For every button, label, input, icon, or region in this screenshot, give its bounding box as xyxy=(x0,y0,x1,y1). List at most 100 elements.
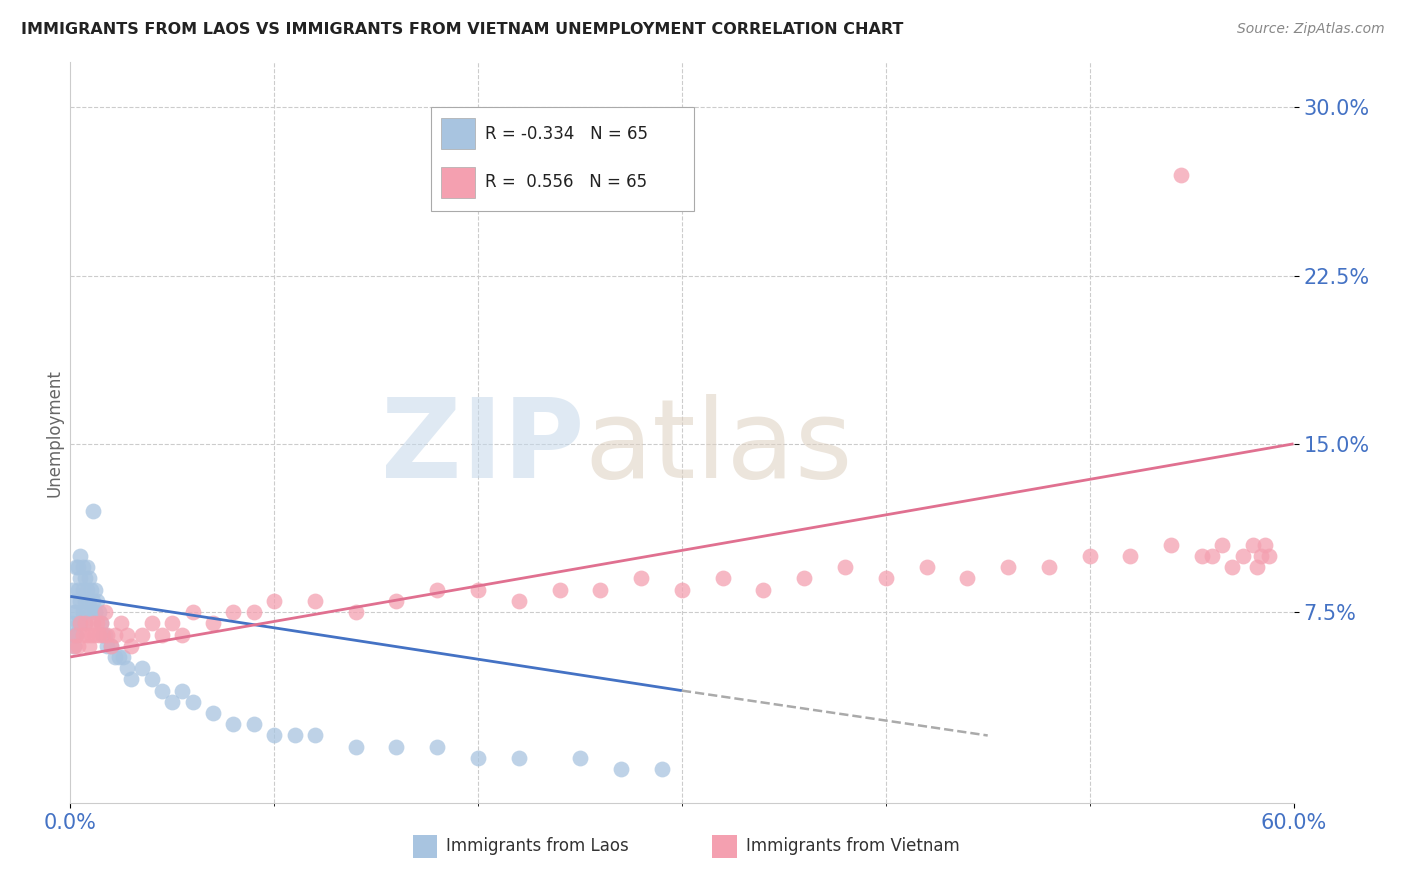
Point xyxy=(263,594,285,608)
Text: IMMIGRANTS FROM LAOS VS IMMIGRANTS FROM VIETNAM UNEMPLOYMENT CORRELATION CHART: IMMIGRANTS FROM LAOS VS IMMIGRANTS FROM … xyxy=(21,22,904,37)
Point xyxy=(1078,549,1101,563)
Point xyxy=(104,627,127,641)
Point xyxy=(90,616,112,631)
Point xyxy=(630,571,652,585)
Point xyxy=(67,639,90,653)
Point xyxy=(63,639,86,653)
Point xyxy=(73,616,96,631)
Point xyxy=(100,639,122,653)
Point xyxy=(222,605,245,619)
Point xyxy=(752,582,775,597)
Point xyxy=(67,560,90,574)
Point xyxy=(67,616,90,631)
Point xyxy=(956,571,979,585)
Point xyxy=(1220,560,1243,574)
Point xyxy=(110,616,132,631)
Point xyxy=(65,605,87,619)
Point xyxy=(150,627,173,641)
Point xyxy=(1201,549,1223,563)
Point xyxy=(589,582,612,597)
Point xyxy=(87,627,110,641)
Point xyxy=(60,616,83,631)
Point xyxy=(671,582,693,597)
Point xyxy=(82,594,104,608)
Bar xyxy=(441,167,475,198)
Point xyxy=(91,627,114,641)
Point xyxy=(79,627,103,641)
Point xyxy=(202,616,225,631)
Point xyxy=(73,594,96,608)
Point xyxy=(76,627,98,641)
Point xyxy=(222,717,245,731)
Point xyxy=(63,627,86,641)
Bar xyxy=(413,835,437,858)
Point xyxy=(108,650,131,665)
Point xyxy=(63,605,86,619)
Point xyxy=(131,661,153,675)
Point xyxy=(172,627,194,641)
FancyBboxPatch shape xyxy=(432,107,695,211)
Point xyxy=(875,571,897,585)
Point xyxy=(77,571,100,585)
Point xyxy=(86,616,108,631)
Point xyxy=(79,582,103,597)
Point xyxy=(610,762,633,776)
Point xyxy=(82,616,104,631)
Point xyxy=(117,627,139,641)
Point xyxy=(65,627,87,641)
Point xyxy=(65,594,87,608)
Point xyxy=(73,616,96,631)
Text: Immigrants from Vietnam: Immigrants from Vietnam xyxy=(745,838,959,855)
Y-axis label: Unemployment: Unemployment xyxy=(45,368,63,497)
Point xyxy=(63,639,86,653)
Point xyxy=(1038,560,1060,574)
Text: Source: ZipAtlas.com: Source: ZipAtlas.com xyxy=(1237,22,1385,37)
Point xyxy=(69,571,91,585)
Point xyxy=(72,582,94,597)
Point xyxy=(1119,549,1142,563)
Point xyxy=(69,616,91,631)
Point xyxy=(508,751,530,765)
Point xyxy=(243,717,266,731)
Point xyxy=(1250,549,1272,563)
Point xyxy=(997,560,1019,574)
Point xyxy=(83,582,105,597)
Point xyxy=(162,616,183,631)
Point xyxy=(121,673,143,687)
Point xyxy=(112,650,135,665)
Point xyxy=(162,695,183,709)
Point xyxy=(344,605,367,619)
Point xyxy=(172,683,194,698)
Point xyxy=(117,661,139,675)
Point xyxy=(711,571,734,585)
Point xyxy=(94,627,117,641)
Point xyxy=(76,560,98,574)
Point xyxy=(1191,549,1213,563)
Point xyxy=(548,582,571,597)
Point xyxy=(243,605,266,619)
Point xyxy=(83,627,105,641)
Point xyxy=(304,729,326,743)
Point xyxy=(96,627,118,641)
Point xyxy=(90,616,112,631)
Point xyxy=(568,751,592,765)
Text: Immigrants from Laos: Immigrants from Laos xyxy=(446,838,628,855)
Bar xyxy=(441,118,475,149)
Point xyxy=(87,605,110,619)
Text: R = -0.334   N = 65: R = -0.334 N = 65 xyxy=(485,125,648,143)
Point xyxy=(915,560,938,574)
Point xyxy=(1211,538,1233,552)
Point xyxy=(76,582,98,597)
Point xyxy=(385,594,408,608)
Point xyxy=(76,605,98,619)
Point xyxy=(65,560,87,574)
Point xyxy=(91,627,114,641)
Point xyxy=(263,729,285,743)
Point xyxy=(100,639,122,653)
Point xyxy=(344,739,367,754)
Point xyxy=(1170,168,1192,182)
Point xyxy=(1160,538,1182,552)
Point xyxy=(834,560,856,574)
Point xyxy=(508,594,530,608)
Point xyxy=(77,639,100,653)
